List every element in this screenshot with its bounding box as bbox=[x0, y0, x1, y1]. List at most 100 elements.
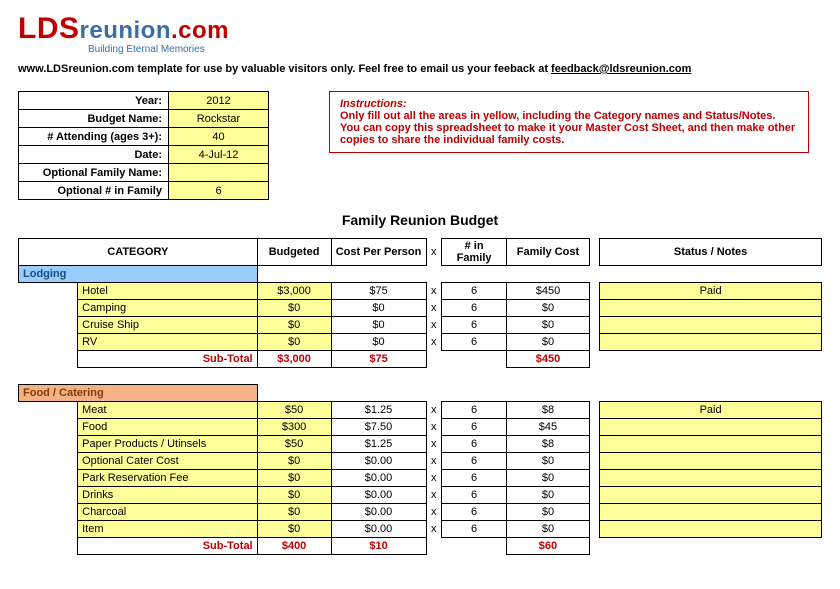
item-notes[interactable]: Paid bbox=[600, 283, 822, 300]
item-name[interactable]: Cruise Ship bbox=[78, 317, 258, 334]
item-notes[interactable] bbox=[600, 300, 822, 317]
item-cpp: $0.00 bbox=[331, 504, 426, 521]
logo-dotcom: .com bbox=[171, 17, 229, 44]
section-title-food: Food / Catering bbox=[19, 385, 258, 402]
item-family: 6 bbox=[441, 300, 506, 317]
subtotal-label: Sub-Total bbox=[78, 538, 258, 555]
item-name[interactable]: Park Reservation Fee bbox=[78, 470, 258, 487]
budget-table: CATEGORYBudgetedCost Per Personx# in Fam… bbox=[18, 238, 822, 555]
item-name[interactable]: Charcoal bbox=[78, 504, 258, 521]
item-budgeted[interactable]: $0 bbox=[257, 334, 331, 351]
x-mark: x bbox=[426, 436, 441, 453]
x-mark: x bbox=[426, 419, 441, 436]
info-value[interactable]: Rockstar bbox=[169, 110, 269, 128]
item-budgeted[interactable]: $0 bbox=[257, 487, 331, 504]
item-name[interactable]: Camping bbox=[78, 300, 258, 317]
item-name[interactable]: Hotel bbox=[78, 283, 258, 300]
item-notes[interactable] bbox=[600, 487, 822, 504]
item-notes[interactable] bbox=[600, 453, 822, 470]
info-value[interactable]: 40 bbox=[169, 128, 269, 146]
item-cpp: $0.00 bbox=[331, 470, 426, 487]
template-note: www.LDSreunion.com template for use by v… bbox=[18, 63, 822, 75]
instructions-box: Instructions: Only fill out all the area… bbox=[329, 91, 809, 153]
item-budgeted[interactable]: $0 bbox=[257, 317, 331, 334]
item-budgeted[interactable]: $0 bbox=[257, 453, 331, 470]
x-mark: x bbox=[426, 487, 441, 504]
logo-tagline: Building Eternal Memories bbox=[88, 44, 822, 55]
item-family: 6 bbox=[441, 521, 506, 538]
item-fcost: $450 bbox=[507, 283, 589, 300]
item-family: 6 bbox=[441, 419, 506, 436]
info-value[interactable]: 6 bbox=[169, 182, 269, 200]
col-category: CATEGORY bbox=[19, 239, 258, 266]
page-title: Family Reunion Budget bbox=[18, 212, 822, 228]
item-name[interactable]: Paper Products / Utinsels bbox=[78, 436, 258, 453]
item-budgeted[interactable]: $0 bbox=[257, 521, 331, 538]
info-label: Date: bbox=[19, 146, 169, 164]
item-fcost: $0 bbox=[507, 300, 589, 317]
item-name[interactable]: Food bbox=[78, 419, 258, 436]
info-value[interactable]: 4-Jul-12 bbox=[169, 146, 269, 164]
item-budgeted[interactable]: $50 bbox=[257, 402, 331, 419]
col-notes: Status / Notes bbox=[600, 239, 822, 266]
item-cpp: $0.00 bbox=[331, 487, 426, 504]
subtotal-label: Sub-Total bbox=[78, 351, 258, 368]
item-notes[interactable] bbox=[600, 436, 822, 453]
item-name[interactable]: Drinks bbox=[78, 487, 258, 504]
item-fcost: $45 bbox=[507, 419, 589, 436]
info-label: Optional # in Family bbox=[19, 182, 169, 200]
logo-reunion: reunion bbox=[80, 17, 172, 44]
item-cpp: $0 bbox=[331, 334, 426, 351]
item-budgeted[interactable]: $50 bbox=[257, 436, 331, 453]
item-name[interactable]: RV bbox=[78, 334, 258, 351]
section-title-lodging: Lodging bbox=[19, 266, 258, 283]
item-notes[interactable]: Paid bbox=[600, 402, 822, 419]
x-mark: x bbox=[426, 283, 441, 300]
item-notes[interactable] bbox=[600, 317, 822, 334]
item-family: 6 bbox=[441, 334, 506, 351]
item-fcost: $0 bbox=[507, 317, 589, 334]
item-name[interactable]: Optional Cater Cost bbox=[78, 453, 258, 470]
col-cpp: Cost Per Person bbox=[331, 239, 426, 266]
item-budgeted[interactable]: $300 bbox=[257, 419, 331, 436]
item-budgeted[interactable]: $3,000 bbox=[257, 283, 331, 300]
item-name[interactable]: Meat bbox=[78, 402, 258, 419]
item-fcost: $0 bbox=[507, 334, 589, 351]
feedback-email-link[interactable]: feedback@ldsreunion.com bbox=[551, 63, 691, 75]
item-notes[interactable] bbox=[600, 419, 822, 436]
item-notes[interactable] bbox=[600, 334, 822, 351]
subtotal-cpp: $75 bbox=[331, 351, 426, 368]
item-cpp: $0 bbox=[331, 300, 426, 317]
col-fam: # in Family bbox=[441, 239, 506, 266]
info-table: Year:2012Budget Name:Rockstar# Attending… bbox=[18, 91, 269, 200]
subtotal-fcost: $450 bbox=[507, 351, 589, 368]
item-notes[interactable] bbox=[600, 470, 822, 487]
item-cpp: $7.50 bbox=[331, 419, 426, 436]
item-budgeted[interactable]: $0 bbox=[257, 470, 331, 487]
col-budgeted: Budgeted bbox=[257, 239, 331, 266]
info-label: Optional Family Name: bbox=[19, 164, 169, 182]
info-value[interactable]: 2012 bbox=[169, 92, 269, 110]
col-fcost: Family Cost bbox=[507, 239, 589, 266]
item-budgeted[interactable]: $0 bbox=[257, 300, 331, 317]
item-cpp: $0 bbox=[331, 317, 426, 334]
item-budgeted[interactable]: $0 bbox=[257, 504, 331, 521]
item-notes[interactable] bbox=[600, 521, 822, 538]
info-label: # Attending (ages 3+): bbox=[19, 128, 169, 146]
item-notes[interactable] bbox=[600, 504, 822, 521]
x-mark: x bbox=[426, 334, 441, 351]
item-fcost: $0 bbox=[507, 487, 589, 504]
item-fcost: $0 bbox=[507, 470, 589, 487]
subtotal-budgeted: $3,000 bbox=[257, 351, 331, 368]
item-fcost: $8 bbox=[507, 402, 589, 419]
site-logo: LDSreunion.com bbox=[18, 12, 822, 46]
item-fcost: $8 bbox=[507, 436, 589, 453]
col-x: x bbox=[426, 239, 441, 266]
info-value[interactable] bbox=[169, 164, 269, 182]
x-mark: x bbox=[426, 453, 441, 470]
item-cpp: $0.00 bbox=[331, 453, 426, 470]
item-cpp: $0.00 bbox=[331, 521, 426, 538]
item-name[interactable]: Item bbox=[78, 521, 258, 538]
item-fcost: $0 bbox=[507, 521, 589, 538]
subtotal-cpp: $10 bbox=[331, 538, 426, 555]
